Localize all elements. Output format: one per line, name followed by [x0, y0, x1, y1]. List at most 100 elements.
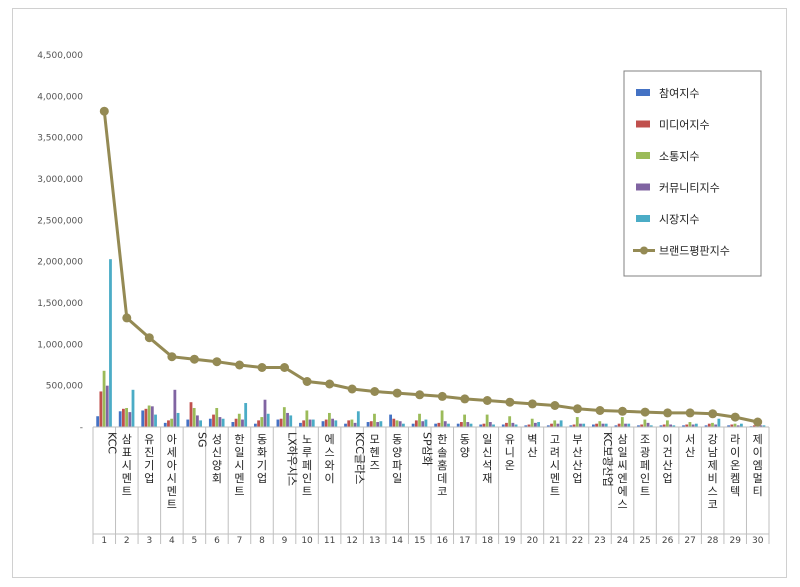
- line-point: [99, 106, 109, 116]
- line-point: [708, 409, 718, 419]
- bar: [311, 419, 315, 427]
- bar: [688, 422, 692, 427]
- y-tick-label: 4,500,000: [37, 51, 83, 61]
- line-point: [460, 394, 470, 404]
- y-tick-label: 2,000,000: [37, 258, 83, 268]
- bar: [620, 417, 624, 427]
- y-tick-label: 3,500,000: [37, 134, 83, 144]
- x-rank-label: 21: [549, 536, 560, 546]
- y-tick-label: 2,500,000: [37, 216, 83, 226]
- bar: [237, 413, 241, 427]
- x-rank-label: 24: [617, 536, 629, 546]
- bar: [150, 406, 154, 427]
- bar: [324, 419, 328, 427]
- line-point: [730, 412, 740, 422]
- bar: [672, 425, 676, 427]
- bar: [730, 424, 734, 427]
- x-rank-label: 9: [282, 536, 288, 546]
- bar: [694, 423, 698, 427]
- bar: [714, 424, 718, 427]
- bar: [421, 421, 425, 427]
- line-point: [753, 417, 763, 427]
- x-rank-label: 8: [259, 536, 265, 546]
- bar: [282, 407, 286, 427]
- bar: [289, 415, 293, 427]
- bar: [707, 423, 711, 427]
- bar: [241, 419, 244, 427]
- line-point: [595, 406, 605, 415]
- x-tick-label: SG: [195, 432, 208, 448]
- bar: [524, 425, 528, 427]
- bar: [479, 424, 483, 427]
- bar: [752, 425, 756, 427]
- bar: [173, 389, 177, 427]
- x-rank-label: 10: [301, 536, 313, 546]
- bar: [511, 422, 515, 427]
- line-point: [280, 363, 289, 372]
- bar: [711, 422, 714, 427]
- bar: [582, 423, 586, 427]
- bar: [186, 419, 190, 427]
- bar: [488, 422, 492, 427]
- bar: [637, 425, 640, 427]
- bar: [218, 417, 222, 427]
- y-tick-label: 4,000,000: [37, 92, 83, 102]
- bar: [208, 418, 212, 427]
- bar: [221, 418, 225, 427]
- bar: [302, 420, 306, 427]
- bar: [466, 422, 470, 427]
- legend-label: 시장지수: [659, 213, 699, 226]
- bar: [356, 411, 360, 427]
- bar: [717, 418, 721, 427]
- bar: [604, 423, 608, 427]
- bar: [414, 420, 418, 427]
- bar: [192, 407, 196, 427]
- bar: [257, 420, 260, 427]
- bar: [546, 425, 550, 427]
- bar: [118, 411, 122, 427]
- line-series: [99, 106, 763, 427]
- bar: [736, 425, 740, 427]
- bar: [682, 425, 685, 427]
- bar: [353, 422, 357, 427]
- x-rank-label: 12: [346, 536, 357, 546]
- bar: [727, 425, 730, 427]
- bar: [646, 422, 650, 427]
- bar: [109, 259, 112, 427]
- bar: [260, 417, 264, 427]
- bar: [376, 422, 380, 427]
- y-tick-label: 3,000,000: [37, 175, 83, 185]
- bar: [514, 424, 518, 427]
- bar: [167, 420, 170, 427]
- legend-swatch: [636, 152, 650, 159]
- bar: [640, 424, 644, 427]
- bar: [733, 423, 737, 427]
- bar: [411, 423, 415, 427]
- x-rank-label: 6: [214, 536, 220, 546]
- legend-swatch: [636, 215, 650, 222]
- line-point: [505, 397, 515, 407]
- x-tick-label: KCC: [105, 432, 118, 454]
- bar: [344, 423, 347, 427]
- x-rank-label: 14: [391, 536, 403, 546]
- bar: [704, 425, 708, 427]
- chart-frame: - 500,000 1,000,000 1,500,000 2,000,000 2,500…: [12, 8, 787, 578]
- bar: [254, 423, 257, 427]
- bar: [485, 414, 489, 427]
- bar: [347, 420, 351, 427]
- legend-box: [623, 70, 762, 277]
- bar: [530, 418, 534, 427]
- bar: [559, 420, 563, 427]
- bar: [482, 423, 486, 427]
- y-tick-label: -: [80, 423, 83, 433]
- x-rank-label: 18: [482, 536, 494, 546]
